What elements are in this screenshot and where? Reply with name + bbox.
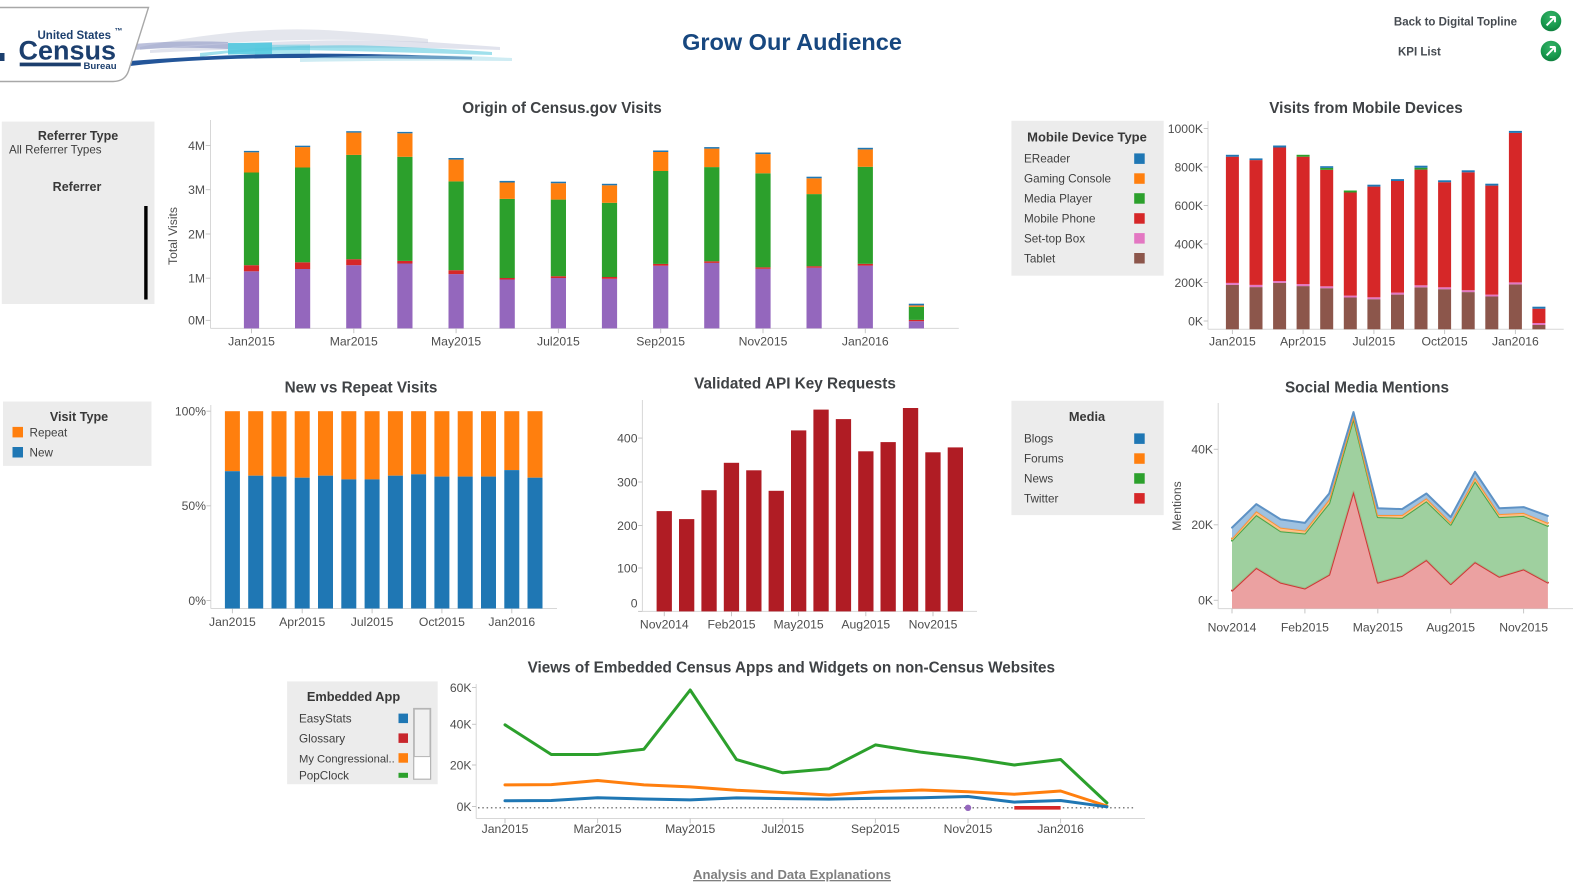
svg-text:Tablet: Tablet bbox=[1024, 252, 1056, 265]
svg-text:Nov2015: Nov2015 bbox=[1499, 620, 1548, 634]
svg-text:20K: 20K bbox=[450, 758, 472, 772]
svg-text:Back to Digital Topline: Back to Digital Topline bbox=[1394, 17, 1517, 29]
svg-text:Origin of Census.gov Visits: Origin of Census.gov Visits bbox=[462, 100, 661, 117]
svg-text:Media Player: Media Player bbox=[1024, 193, 1092, 206]
svg-text:Nov2014: Nov2014 bbox=[640, 617, 689, 631]
svg-text:60K: 60K bbox=[450, 681, 472, 695]
svg-text:May2015: May2015 bbox=[665, 822, 715, 836]
svg-text:0K: 0K bbox=[1198, 594, 1213, 608]
svg-text:Nov2015: Nov2015 bbox=[944, 822, 993, 836]
svg-text:EReader: EReader bbox=[1024, 153, 1070, 166]
svg-text:Apr2015: Apr2015 bbox=[1280, 335, 1326, 349]
svg-text:Glossary: Glossary bbox=[299, 733, 345, 746]
svg-text:Referrer Type: Referrer Type bbox=[38, 129, 118, 143]
svg-text:Jul2015: Jul2015 bbox=[761, 822, 804, 836]
svg-text:Nov2015: Nov2015 bbox=[739, 335, 788, 349]
svg-text:4M: 4M bbox=[188, 139, 205, 153]
svg-text:Blogs: Blogs bbox=[1024, 433, 1053, 446]
svg-text:Jan2016: Jan2016 bbox=[488, 615, 535, 629]
svg-text:400: 400 bbox=[617, 431, 638, 445]
svg-text:May2015: May2015 bbox=[431, 335, 481, 349]
svg-text:Jan2015: Jan2015 bbox=[1209, 335, 1256, 349]
svg-text:Jan2015: Jan2015 bbox=[209, 615, 256, 629]
svg-text:Feb2015: Feb2015 bbox=[1281, 620, 1329, 634]
svg-text:0%: 0% bbox=[188, 594, 206, 608]
svg-text:Total Visits: Total Visits bbox=[166, 207, 180, 265]
svg-text:Jan2015: Jan2015 bbox=[482, 822, 529, 836]
svg-text:Bureau: Bureau bbox=[84, 61, 117, 72]
svg-text:1000K: 1000K bbox=[1168, 122, 1203, 136]
svg-text:Mar2015: Mar2015 bbox=[330, 335, 378, 349]
svg-text:United States: United States bbox=[38, 30, 112, 42]
svg-text:40K: 40K bbox=[450, 718, 472, 732]
svg-text:Feb2015: Feb2015 bbox=[707, 617, 755, 631]
svg-text:40K: 40K bbox=[1191, 443, 1213, 457]
svg-text:3M: 3M bbox=[188, 183, 205, 197]
svg-text:Nov2015: Nov2015 bbox=[909, 617, 958, 631]
svg-text:Analysis and Data Explanations: Analysis and Data Explanations bbox=[693, 867, 891, 882]
svg-text:0K: 0K bbox=[1188, 314, 1203, 328]
svg-text:100%: 100% bbox=[175, 405, 206, 419]
svg-text:Oct2015: Oct2015 bbox=[1422, 335, 1468, 349]
svg-text:50%: 50% bbox=[182, 499, 207, 513]
svg-text:1M: 1M bbox=[188, 272, 205, 286]
svg-text:Mar2015: Mar2015 bbox=[574, 822, 622, 836]
svg-text:600K: 600K bbox=[1175, 199, 1203, 213]
svg-text:0M: 0M bbox=[188, 314, 205, 328]
svg-text:Jan2016: Jan2016 bbox=[842, 335, 889, 349]
svg-text:Jul2015: Jul2015 bbox=[1353, 335, 1396, 349]
svg-text:Social Media Mentions: Social Media Mentions bbox=[1285, 380, 1449, 397]
svg-text:Visits from Mobile Devices: Visits from Mobile Devices bbox=[1269, 100, 1463, 117]
svg-text:Apr2015: Apr2015 bbox=[279, 615, 325, 629]
svg-text:Mobile Device Type: Mobile Device Type bbox=[1027, 129, 1147, 144]
svg-text:News: News bbox=[1024, 473, 1053, 486]
svg-text:Twitter: Twitter bbox=[1024, 492, 1059, 505]
svg-text:Embedded App: Embedded App bbox=[307, 689, 401, 704]
svg-text:Jul2015: Jul2015 bbox=[537, 335, 580, 349]
svg-text:™: ™ bbox=[115, 27, 123, 36]
svg-text:400K: 400K bbox=[1175, 237, 1203, 251]
svg-text:Jan2015: Jan2015 bbox=[228, 335, 275, 349]
svg-text:20K: 20K bbox=[1191, 518, 1213, 532]
svg-text:Referrer: Referrer bbox=[53, 180, 102, 194]
svg-text:Views of Embedded Census Apps: Views of Embedded Census Apps and Widget… bbox=[528, 659, 1055, 676]
svg-text:My Congressional..: My Congressional.. bbox=[299, 753, 395, 765]
svg-text:Jan2016: Jan2016 bbox=[1037, 822, 1084, 836]
svg-text:0: 0 bbox=[631, 597, 638, 611]
svg-text:Sep2015: Sep2015 bbox=[636, 335, 685, 349]
svg-text:2M: 2M bbox=[188, 227, 205, 241]
svg-text:Aug2015: Aug2015 bbox=[1426, 620, 1475, 634]
svg-text:Grow Our Audience: Grow Our Audience bbox=[682, 29, 902, 55]
svg-text:300: 300 bbox=[617, 475, 638, 489]
svg-text:Repeat: Repeat bbox=[30, 426, 68, 439]
svg-text:Mentions: Mentions bbox=[1170, 481, 1184, 530]
svg-text:Oct2015: Oct2015 bbox=[419, 615, 465, 629]
svg-text:Aug2015: Aug2015 bbox=[841, 617, 890, 631]
svg-text:0K: 0K bbox=[457, 800, 472, 814]
svg-text:100: 100 bbox=[617, 561, 638, 575]
svg-text:EasyStats: EasyStats bbox=[299, 713, 352, 726]
svg-text:Set-top Box: Set-top Box bbox=[1024, 232, 1085, 245]
svg-text:May2015: May2015 bbox=[774, 617, 824, 631]
svg-text:New vs Repeat Visits: New vs Repeat Visits bbox=[285, 380, 438, 397]
svg-text:KPI List: KPI List bbox=[1398, 47, 1441, 59]
svg-text:Gaming Console: Gaming Console bbox=[1024, 173, 1111, 186]
svg-text:Jul2015: Jul2015 bbox=[351, 615, 394, 629]
svg-text:Media: Media bbox=[1069, 409, 1106, 424]
svg-text:200: 200 bbox=[617, 519, 638, 533]
svg-text:Jan2016: Jan2016 bbox=[1492, 335, 1539, 349]
svg-text:PopClock: PopClock bbox=[299, 769, 349, 782]
svg-text:Census: Census bbox=[19, 36, 117, 66]
svg-text:May2015: May2015 bbox=[1353, 620, 1403, 634]
svg-text:200K: 200K bbox=[1175, 276, 1203, 290]
svg-text:Mobile Phone: Mobile Phone bbox=[1024, 213, 1095, 226]
svg-text:Visit Type: Visit Type bbox=[50, 410, 108, 424]
svg-text:New: New bbox=[30, 446, 54, 459]
svg-text:Forums: Forums bbox=[1024, 453, 1064, 466]
svg-text:Nov2014: Nov2014 bbox=[1208, 620, 1257, 634]
svg-text:800K: 800K bbox=[1175, 160, 1203, 174]
svg-text:Validated API Key Requests: Validated API Key Requests bbox=[694, 376, 896, 393]
svg-text:Sep2015: Sep2015 bbox=[851, 822, 900, 836]
svg-text:All Referrer Types: All Referrer Types bbox=[9, 144, 102, 157]
